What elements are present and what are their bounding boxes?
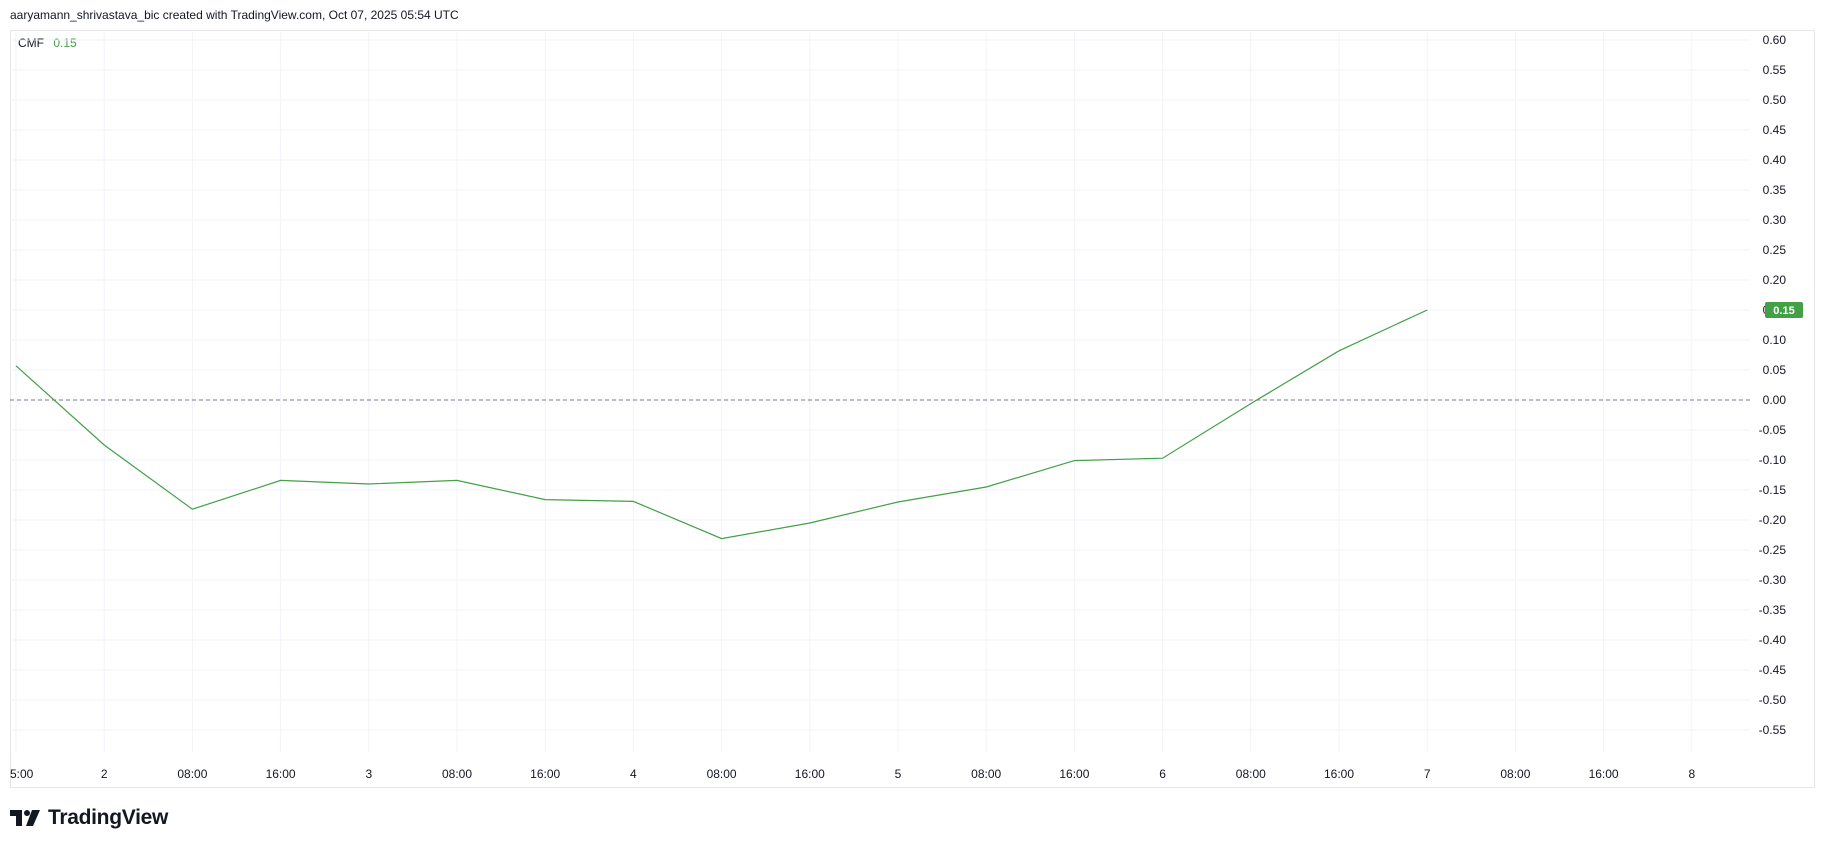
y-axis: 0.600.550.500.450.400.350.300.250.200.15… — [1759, 33, 1787, 737]
tradingview-logo[interactable]: TradingView — [10, 806, 168, 830]
y-tick-label: 0.40 — [1763, 153, 1787, 167]
cmf-line — [15, 309, 1428, 540]
y-tick-label: 0.55 — [1763, 63, 1787, 77]
x-tick-label: 5 — [895, 767, 902, 781]
y-tick-label: -0.55 — [1759, 723, 1787, 737]
y-tick-label: 0.30 — [1763, 213, 1787, 227]
x-tick-label: 08:00 — [442, 767, 472, 781]
x-tick-label: 2 — [101, 767, 108, 781]
last-value-badge: 0.15 — [1765, 302, 1803, 318]
y-tick-label: -0.45 — [1759, 663, 1787, 677]
y-tick-label: 0.60 — [1763, 33, 1787, 47]
x-tick-label: 16:00 — [266, 767, 296, 781]
y-tick-label: 0.00 — [1763, 393, 1787, 407]
y-tick-label: -0.30 — [1759, 573, 1787, 587]
x-tick-label: 7 — [1424, 767, 1431, 781]
x-tick-label: 16:00 — [1324, 767, 1354, 781]
brand-name: TradingView — [48, 806, 169, 829]
y-tick-label: 0.05 — [1763, 363, 1787, 377]
y-tick-label: 0.45 — [1763, 123, 1787, 137]
x-tick-label: 5:00 — [10, 767, 34, 781]
x-tick-label: 16:00 — [1589, 767, 1619, 781]
y-tick-label: -0.50 — [1759, 693, 1787, 707]
y-tick-label: 0.35 — [1763, 183, 1787, 197]
y-tick-label: 0.50 — [1763, 93, 1787, 107]
x-tick-label: 08:00 — [707, 767, 737, 781]
x-tick-label: 6 — [1159, 767, 1166, 781]
y-tick-label: -0.05 — [1759, 423, 1787, 437]
x-tick-label: 08:00 — [1500, 767, 1530, 781]
y-tick-label: -0.25 — [1759, 543, 1787, 557]
x-tick-label: 16:00 — [530, 767, 560, 781]
x-tick-label: 8 — [1688, 767, 1695, 781]
x-axis: 5:00 2 08:00 16:00 3 08:00 16:00 4 08:00 16:00 5 08… — [10, 767, 1695, 781]
x-tick-label: 08:00 — [177, 767, 207, 781]
y-tick-label: 0.25 — [1763, 243, 1787, 257]
y-tick-label: -0.15 — [1759, 483, 1787, 497]
tv-logo-icon — [10, 810, 40, 826]
x-tick-label: 16:00 — [795, 767, 825, 781]
y-tick-label: -0.10 — [1759, 453, 1787, 467]
grid-lines — [10, 32, 1750, 752]
y-tick-label: -0.35 — [1759, 603, 1787, 617]
x-tick-label: 4 — [630, 767, 637, 781]
chart-credit: aaryamann_shrivastava_bic created with T… — [10, 8, 459, 22]
last-value-label: 0.15 — [1773, 305, 1794, 317]
x-tick-label: 16:00 — [1059, 767, 1089, 781]
y-tick-label: 0.10 — [1763, 333, 1787, 347]
x-tick-label: 08:00 — [971, 767, 1001, 781]
chart-pane[interactable] — [10, 30, 1815, 788]
y-tick-label: -0.40 — [1759, 633, 1787, 647]
x-tick-label: 3 — [365, 767, 372, 781]
y-tick-label: -0.20 — [1759, 513, 1787, 527]
x-tick-label: 08:00 — [1236, 767, 1266, 781]
y-tick-label: 0.20 — [1763, 273, 1787, 287]
